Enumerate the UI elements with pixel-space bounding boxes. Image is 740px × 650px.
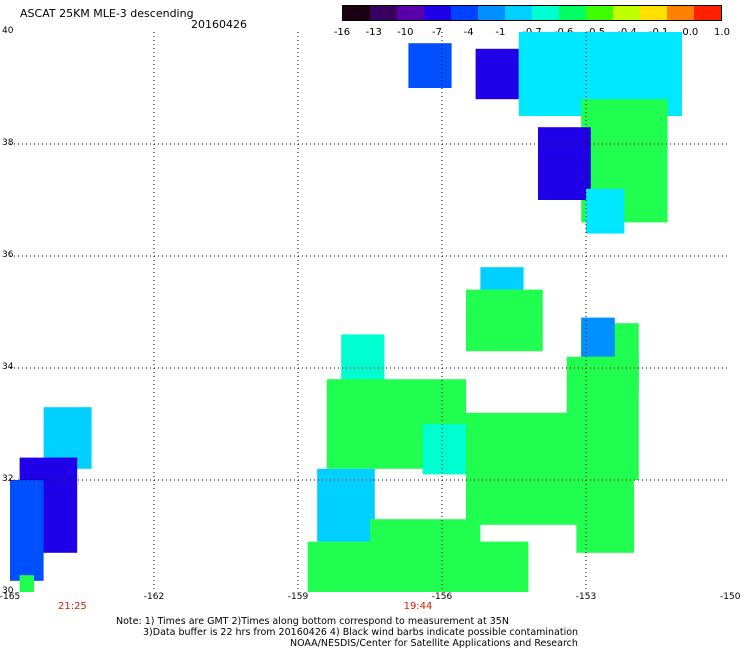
- colorbar-label: -4: [463, 27, 474, 38]
- longitude-tick-label: -159: [287, 592, 309, 602]
- colorbar-label: 1.0: [714, 27, 730, 38]
- longitude-tick-label: -165: [0, 592, 21, 602]
- colorbar-segment: [667, 6, 694, 20]
- colorbar-label: -1: [495, 27, 506, 38]
- colorbar-segment: [478, 6, 505, 20]
- colorbar-segment: [505, 6, 532, 20]
- latitude-tick-label: 36: [2, 250, 14, 260]
- note-line-1: Note: 1) Times are GMT 2)Times along bot…: [116, 616, 509, 627]
- colorbar-segment: [694, 6, 721, 20]
- colorbar-segment: [424, 6, 451, 20]
- wind-swath-cell: [566, 356, 639, 480]
- wind-swath-cell: [576, 463, 634, 553]
- wind-swath-cell: [466, 289, 543, 352]
- colorbar-segment: [397, 6, 424, 20]
- colorbar-segment: [370, 6, 397, 20]
- note-line-2: 3)Data buffer is 22 hrs from 20160426 4)…: [143, 627, 579, 638]
- latitude-tick-label: 38: [2, 138, 14, 148]
- map-date: 20160426: [191, 18, 247, 31]
- colorbar-label: 0.0: [682, 27, 699, 38]
- wind-swath-cell: [581, 317, 615, 357]
- colorbar-segment: [640, 6, 667, 20]
- latitude-tick-label: 30: [2, 586, 14, 596]
- colorbar-segment: [343, 6, 370, 20]
- pass-time-label: 21:25: [57, 601, 87, 612]
- map-title: ASCAT 25KM MLE-3 descending: [20, 7, 194, 20]
- colorbar-segment: [559, 6, 586, 20]
- wind-swath-cell: [317, 468, 375, 542]
- latitude-tick-label: 40: [2, 26, 14, 36]
- wind-swath-cell: [475, 48, 519, 100]
- wind-swath-cell: [408, 43, 452, 88]
- note-line-3: NOAA/NESDIS/Center for Satellite Applica…: [290, 638, 578, 649]
- wind-swath-cell: [19, 575, 34, 592]
- colorbar-label: -13: [365, 27, 382, 38]
- wind-swath-cell: [538, 127, 591, 200]
- colorbar-segment: [532, 6, 559, 20]
- longitude-tick-label: -156: [431, 592, 453, 602]
- wind-map-plot: [10, 32, 730, 592]
- longitude-tick-label: -150: [720, 592, 740, 602]
- swath-layer: [10, 32, 682, 592]
- colorbar-label: -7: [432, 27, 442, 38]
- grid-layer: [10, 32, 730, 592]
- latitude-tick-label: 32: [2, 474, 14, 484]
- wind-swath-cell: [586, 188, 625, 234]
- wind-swath-cell: [307, 541, 529, 592]
- colorbar: [342, 5, 722, 21]
- wind-swath-cell: [10, 480, 44, 581]
- latitude-tick-label: 34: [2, 362, 14, 372]
- colorbar-segment: [451, 6, 478, 20]
- colorbar-segment: [586, 6, 613, 20]
- colorbar-label: -10: [397, 27, 414, 38]
- colorbar-label: -16: [333, 27, 351, 38]
- longitude-tick-label: -153: [575, 592, 597, 602]
- colorbar-segment: [613, 6, 640, 20]
- pass-time-label: 19:44: [403, 601, 433, 612]
- longitude-tick-label: -162: [143, 592, 165, 602]
